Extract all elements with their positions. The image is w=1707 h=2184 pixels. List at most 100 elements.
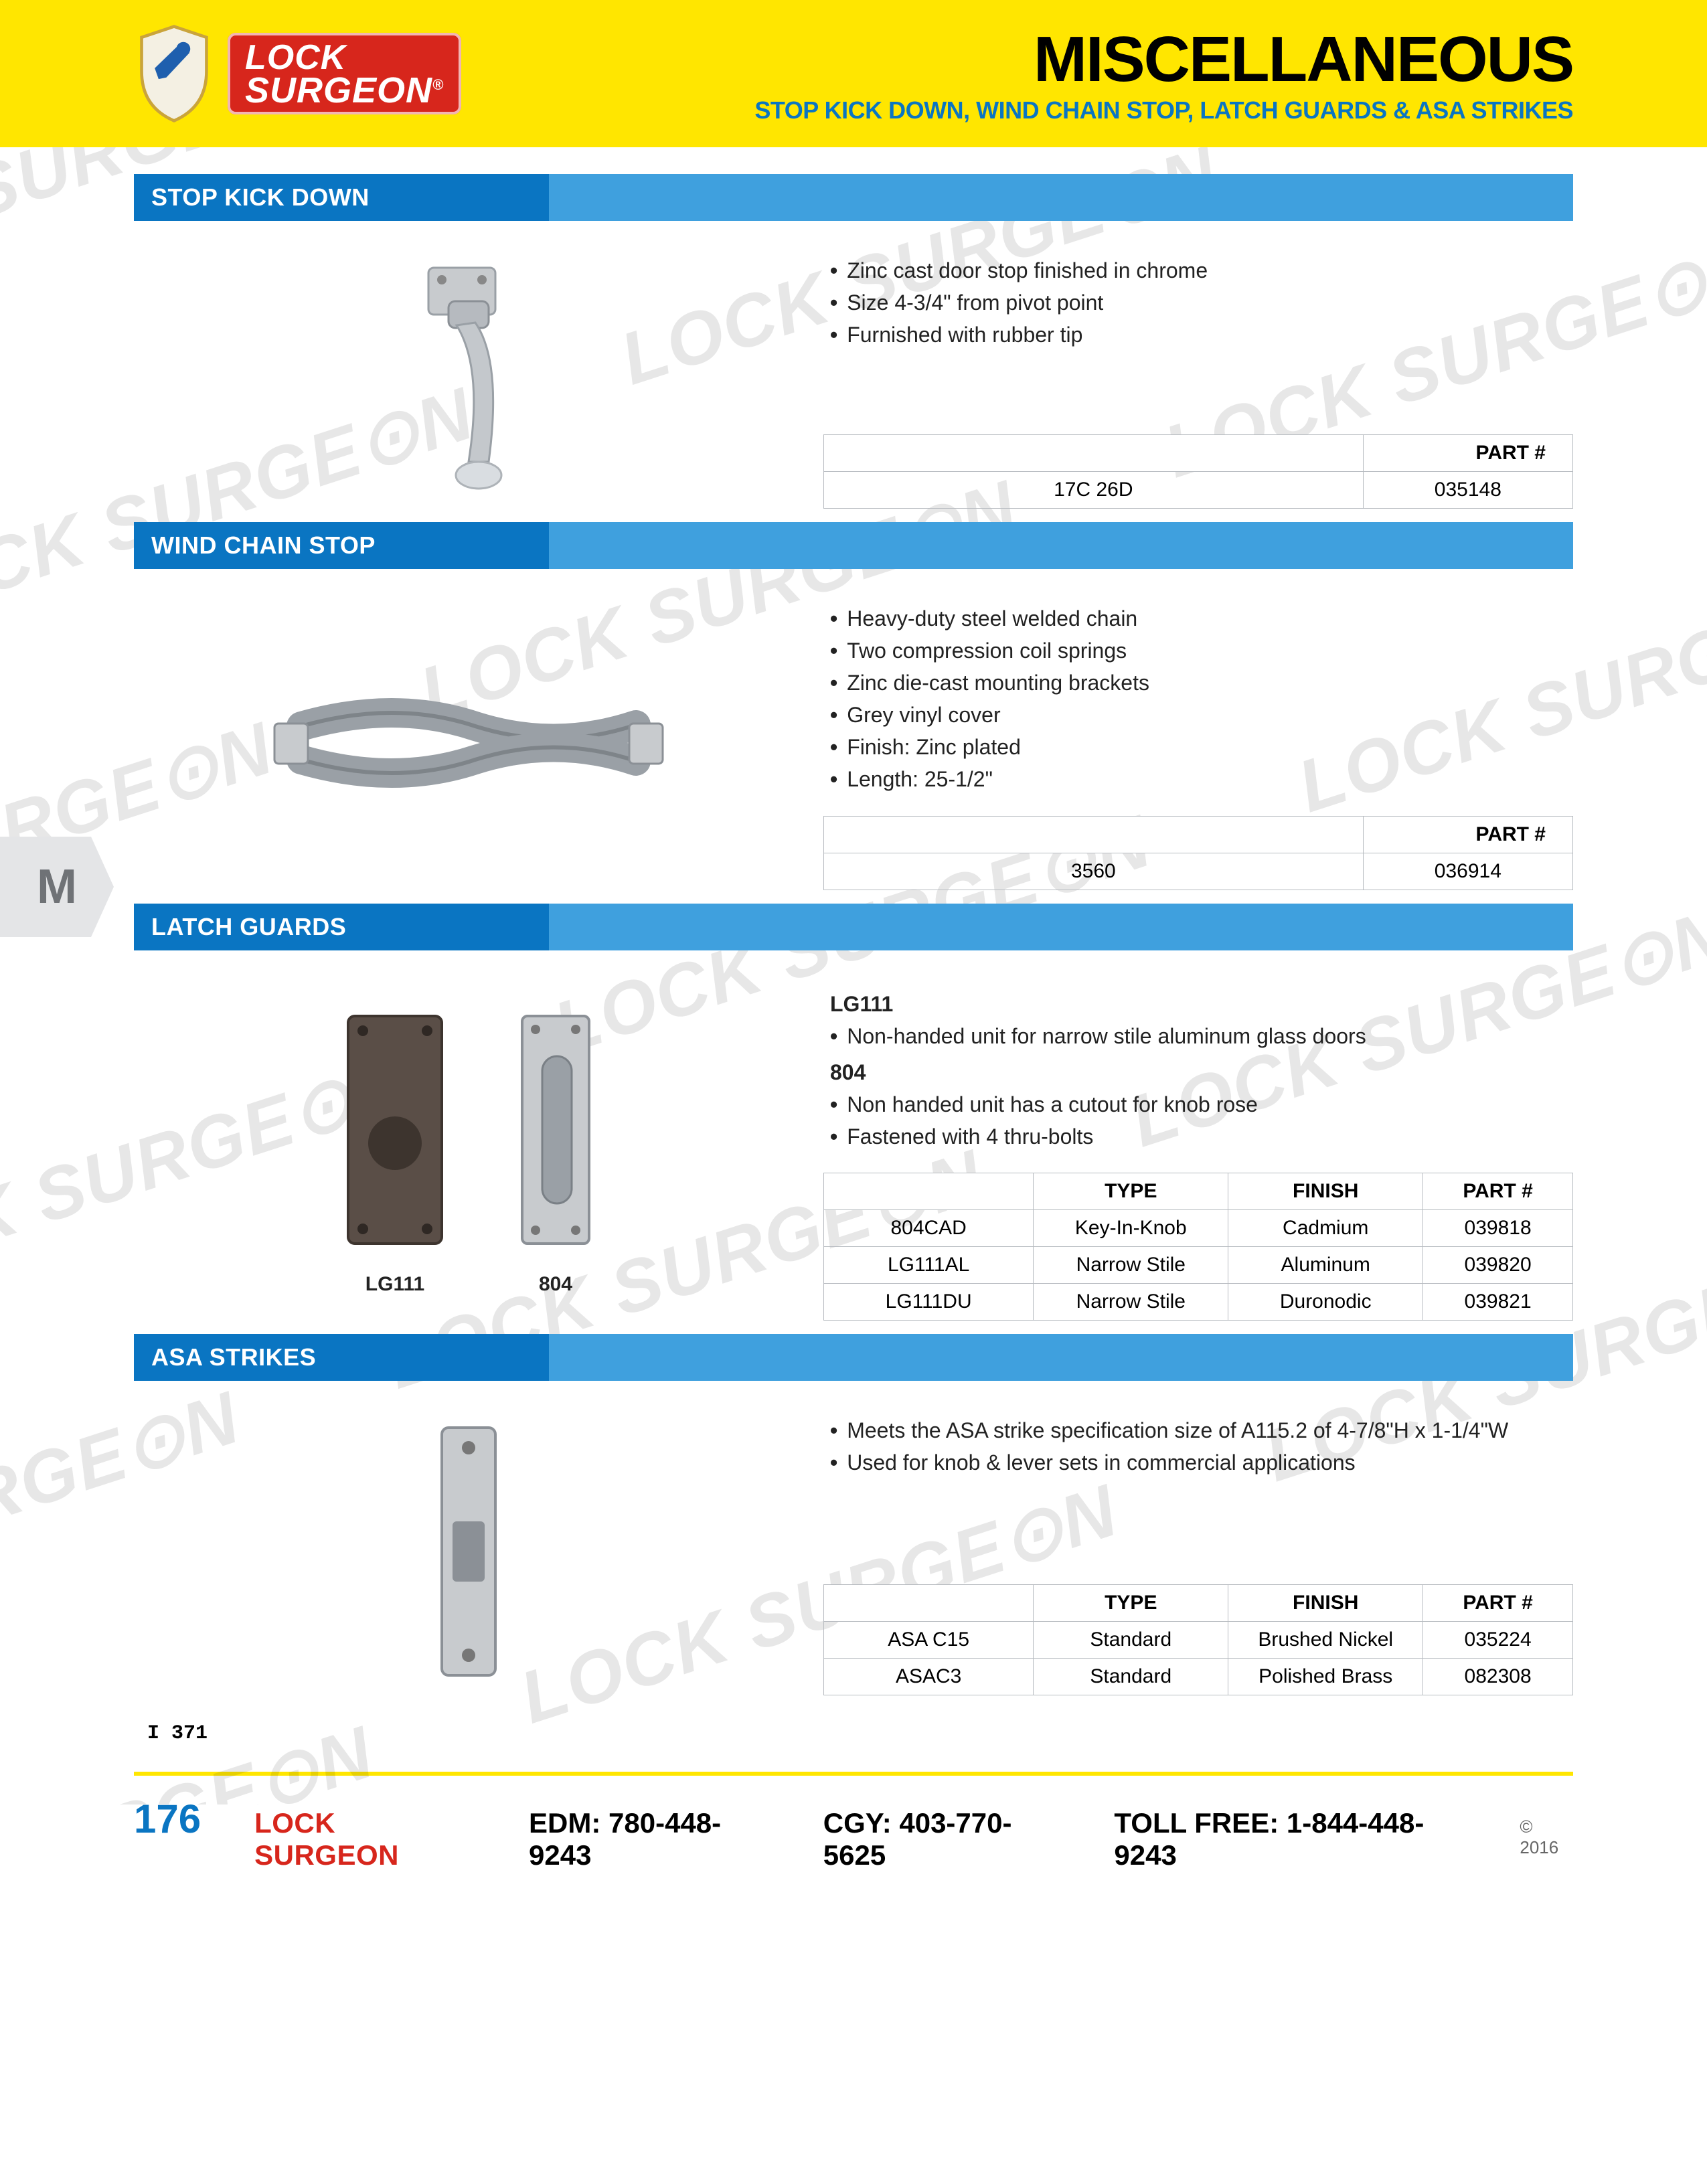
table-cell: Key-In-Knob	[1034, 1210, 1228, 1247]
footer: 176 LOCK SURGEON EDM: 780-448-9243 CGY: …	[0, 1776, 1707, 1905]
bullet: Zinc die-cast mounting brackets	[830, 667, 1573, 699]
table-cell: 082308	[1423, 1659, 1573, 1695]
footer-phone-toll: TOLL FREE: 1-844-448-9243	[1114, 1807, 1466, 1871]
table-cell: 3560	[824, 853, 1364, 890]
product-image-col	[134, 602, 803, 890]
footer-copyright: © 2016	[1520, 1817, 1573, 1858]
section-title: ASA STRIKES	[134, 1334, 549, 1381]
table-cell: 039821	[1423, 1284, 1573, 1321]
table-header: FINISH	[1228, 1173, 1423, 1210]
table-header	[824, 817, 1364, 853]
bullet-list: Meets the ASA strike specification size …	[823, 1414, 1573, 1479]
footer-phone-cgy: CGY: 403-770-5625	[823, 1807, 1061, 1871]
bullet: Used for knob & lever sets in commercial…	[830, 1446, 1573, 1479]
header-bar: LOCK SURGEON® MISCELLANEOUS STOP KICK DO…	[0, 0, 1707, 147]
product-image-col	[134, 254, 803, 509]
table-header: TYPE	[1034, 1585, 1228, 1622]
table-cell: LG111AL	[824, 1247, 1034, 1284]
table-cell: Narrow Stile	[1034, 1284, 1228, 1321]
part-table: PART # 3560 036914	[823, 816, 1573, 890]
table-cell: Brushed Nickel	[1228, 1622, 1423, 1659]
doc-code: I 371	[147, 1722, 1573, 1745]
footer-brand: LOCK SURGEON	[254, 1807, 475, 1871]
section-bar-stop-kick-down: STOP KICK DOWN	[134, 174, 1573, 221]
table-cell: 039818	[1423, 1210, 1573, 1247]
table-cell: ASA C15	[824, 1622, 1034, 1659]
bullet: Size 4-3/4" from pivot point	[830, 286, 1573, 319]
latch-guard-lg111-image: LG111	[321, 1009, 469, 1296]
table-cell: 035224	[1423, 1622, 1573, 1659]
info-col: LG111 Non-handed unit for narrow stile a…	[823, 984, 1573, 1321]
image-caption: 804	[539, 1273, 572, 1296]
bullet: Grey vinyl cover	[830, 699, 1573, 731]
table-row: ASA C15 Standard Brushed Nickel 035224	[824, 1622, 1573, 1659]
table-header-row: PART #	[824, 817, 1573, 853]
table-row: 17C 26D 035148	[824, 472, 1573, 509]
table-row: LG111DU Narrow Stile Duronodic 039821	[824, 1284, 1573, 1321]
bullet: Non-handed unit for narrow stile aluminu…	[830, 1020, 1573, 1052]
section-bar-latch-guards: LATCH GUARDS	[134, 904, 1573, 950]
table-header: FINISH	[1228, 1585, 1423, 1622]
part-table: TYPE FINISH PART # 804CAD Key-In-Knob Ca…	[823, 1173, 1573, 1321]
bullet: Two compression coil springs	[830, 635, 1573, 667]
table-cell: 17C 26D	[824, 472, 1364, 509]
table-header	[824, 435, 1364, 472]
page-subtitle: STOP KICK DOWN, WIND CHAIN STOP, LATCH G…	[536, 96, 1573, 124]
table-row: LG111AL Narrow Stile Aluminum 039820	[824, 1247, 1573, 1284]
bullet: Furnished with rubber tip	[830, 319, 1573, 351]
logo-badge-icon	[134, 23, 214, 124]
table-header: PART #	[1423, 1173, 1573, 1210]
bullet: Finish: Zinc plated	[830, 731, 1573, 763]
table-header-row: TYPE FINISH PART #	[824, 1585, 1573, 1622]
page-title: MISCELLANEOUS	[536, 23, 1573, 96]
latch-guard-804-image: 804	[495, 1009, 616, 1296]
table-header	[824, 1173, 1034, 1210]
table-cell: Aluminum	[1228, 1247, 1423, 1284]
stop-kick-down-image	[368, 261, 569, 502]
section-bar-fill	[549, 904, 1573, 950]
table-cell: LG111DU	[824, 1284, 1034, 1321]
bullet-list: Zinc cast door stop finished in chrome S…	[823, 254, 1573, 351]
table-cell: Narrow Stile	[1034, 1247, 1228, 1284]
bullet-subhead: LG111	[830, 988, 1573, 1020]
content-area: STOP KICK DOWN Zinc cast	[0, 147, 1707, 1765]
section-bar-wind-chain-stop: WIND CHAIN STOP	[134, 522, 1573, 569]
asa-strike-image	[408, 1421, 529, 1689]
table-header: PART #	[1423, 1585, 1573, 1622]
bullet: Zinc cast door stop finished in chrome	[830, 254, 1573, 286]
logo-text: LOCK SURGEON®	[228, 33, 461, 114]
section-bar-fill	[549, 1334, 1573, 1381]
section-title: STOP KICK DOWN	[134, 174, 549, 221]
table-cell: 804CAD	[824, 1210, 1034, 1247]
section-title: WIND CHAIN STOP	[134, 522, 549, 569]
logo-line2: SURGEON®	[245, 74, 444, 108]
logo-line1: LOCK	[245, 42, 444, 74]
wind-chain-stop-image	[261, 673, 676, 820]
table-header-row: PART #	[824, 435, 1573, 472]
logo-wrap: LOCK SURGEON®	[134, 23, 461, 124]
table-row: 804CAD Key-In-Knob Cadmium 039818	[824, 1210, 1573, 1247]
section-body: Heavy-duty steel welded chain Two compre…	[134, 602, 1573, 890]
footer-phone-edm: EDM: 780-448-9243	[529, 1807, 770, 1871]
bullet: Heavy-duty steel welded chain	[830, 602, 1573, 635]
product-image-col	[134, 1414, 803, 1695]
info-col: Zinc cast door stop finished in chrome S…	[823, 254, 1573, 509]
bullet-list: Heavy-duty steel welded chain Two compre…	[823, 602, 1573, 795]
bullet: Non handed unit has a cutout for knob ro…	[830, 1088, 1573, 1120]
bullet: Length: 25-1/2"	[830, 763, 1573, 795]
bullet-list: LG111 Non-handed unit for narrow stile a…	[823, 984, 1573, 1153]
section-bar-fill	[549, 174, 1573, 221]
bullet-subhead: 804	[830, 1056, 1573, 1088]
bullet: Meets the ASA strike specification size …	[830, 1414, 1573, 1446]
table-header	[824, 1585, 1034, 1622]
table-cell: Standard	[1034, 1659, 1228, 1695]
section-body: Zinc cast door stop finished in chrome S…	[134, 254, 1573, 509]
table-cell: Polished Brass	[1228, 1659, 1423, 1695]
product-image-col: LG111 804	[134, 984, 803, 1321]
table-header: TYPE	[1034, 1173, 1228, 1210]
table-cell: ASAC3	[824, 1659, 1034, 1695]
table-cell: 036914	[1363, 853, 1572, 890]
table-header: PART #	[1363, 817, 1572, 853]
section-bar-fill	[549, 522, 1573, 569]
header-right: MISCELLANEOUS STOP KICK DOWN, WIND CHAIN…	[536, 23, 1573, 124]
